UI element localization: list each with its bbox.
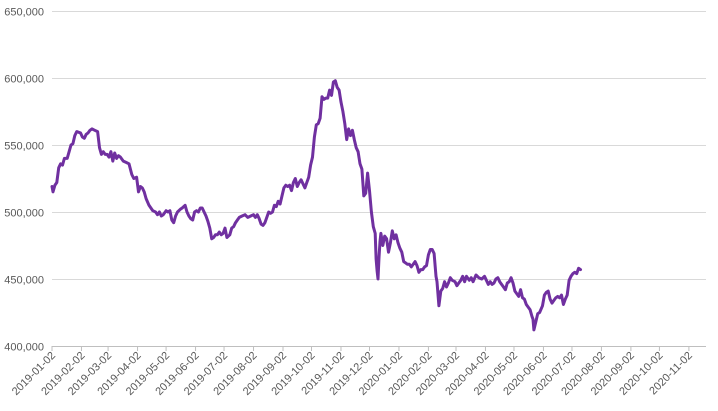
y-tick-label: 600,000 (4, 74, 44, 86)
series (50, 79, 582, 332)
y-tick-label: 550,000 (4, 141, 44, 153)
y-tick-label: 400,000 (4, 342, 44, 354)
y-tick-label: 500,000 (4, 208, 44, 220)
gridlines (52, 11, 706, 347)
y-tick-label: 450,000 (4, 275, 44, 287)
series-line (50, 79, 582, 332)
y-tick-label: 650,000 (4, 7, 44, 19)
x-axis-ticks: 2019-01-022019-02-022019-03-022019-04-02… (10, 346, 695, 398)
y-axis-ticks: 400,000 450,000 500,000 550,000 600,000 650,0… (4, 7, 44, 354)
